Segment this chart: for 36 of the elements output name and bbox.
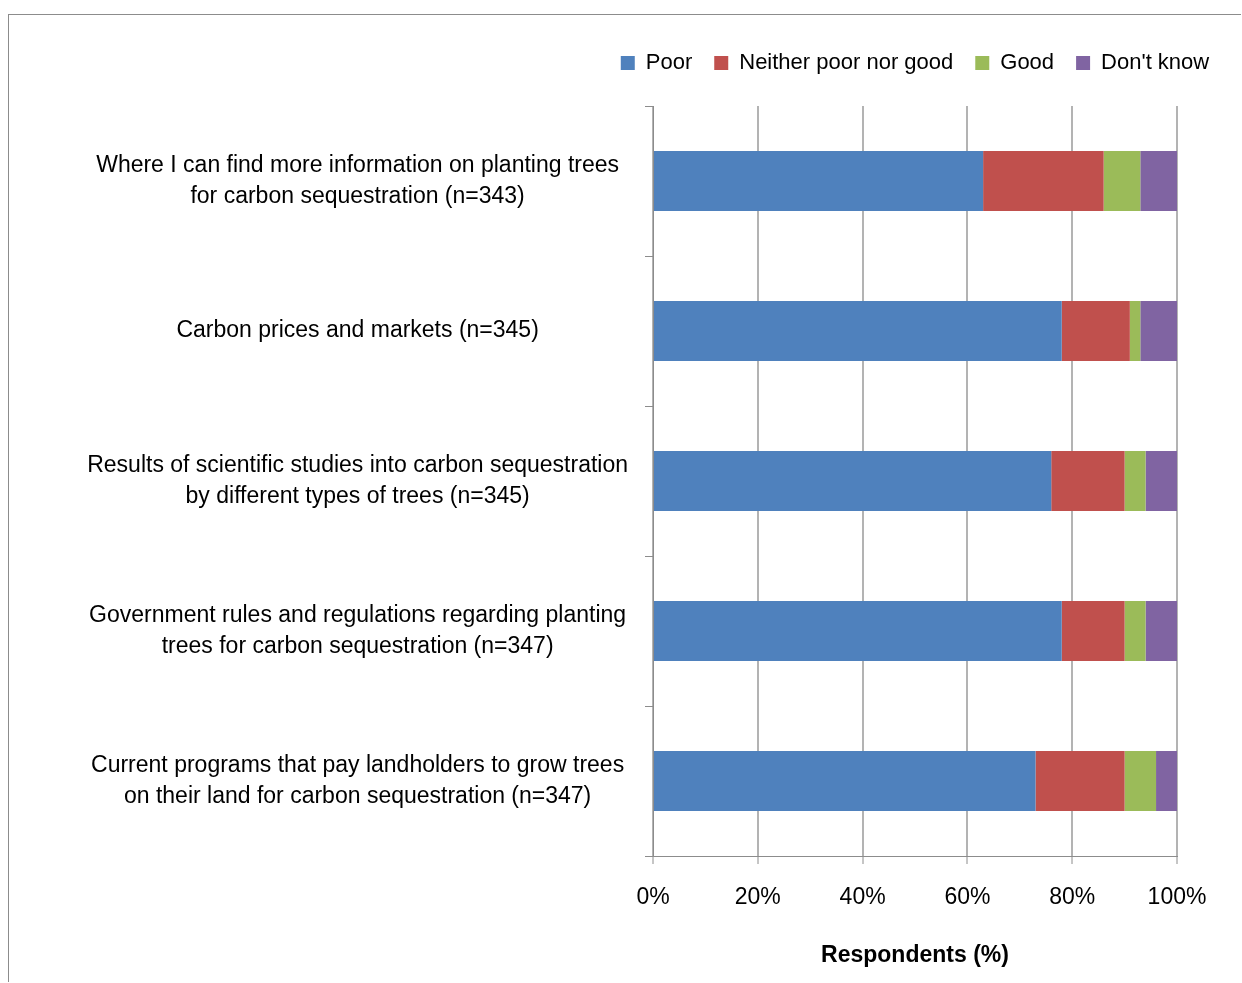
y-tick-label: Where I can find more information on planting trees for carbon sequestration (n=343) <box>96 150 620 208</box>
bar <box>1035 751 1125 811</box>
bar <box>1061 601 1125 661</box>
bar <box>1124 601 1146 661</box>
legend-label: Good <box>1000 49 1055 75</box>
y-tick-label: Carbon prices and markets (n=345) <box>176 316 539 343</box>
bar <box>983 151 1104 211</box>
bar <box>654 601 1062 661</box>
x-tick-label: 80% <box>1049 883 1096 910</box>
bar <box>1124 451 1146 511</box>
x-axis-title: Respondents (%) <box>821 940 1009 967</box>
x-tick-label: 20% <box>734 883 781 910</box>
bar <box>654 451 1052 511</box>
bar <box>654 751 1036 811</box>
bar <box>1051 451 1125 511</box>
bar <box>1103 151 1141 211</box>
bar <box>1156 751 1177 811</box>
bar <box>1061 301 1130 361</box>
x-tick-label: 40% <box>839 883 886 910</box>
legend-label: Poor <box>645 49 693 75</box>
bar <box>1129 301 1141 361</box>
legend-label: Don't know <box>1101 49 1210 75</box>
y-tick-label: Current programs that pay landholders to grow trees on their land for carbon sequestration (n=347) <box>91 750 625 808</box>
bar <box>1145 601 1177 661</box>
bar <box>1145 451 1177 511</box>
y-tick-label: Government rules and regulations regarding planting trees for carbon sequestration (n=347) <box>89 600 627 658</box>
legend-label: Neither poor nor good <box>739 49 954 75</box>
x-tick-label: 60% <box>944 883 991 910</box>
bar <box>1140 151 1177 211</box>
bar <box>654 301 1062 361</box>
x-tick-label: 0% <box>636 883 670 910</box>
bar <box>1140 301 1177 361</box>
bar <box>654 151 984 211</box>
bar <box>1124 751 1157 811</box>
x-tick-label: 100% <box>1147 883 1207 910</box>
y-tick-label: Results of scientific studies into carbon sequestration by different types of trees (n=345) <box>87 450 628 508</box>
